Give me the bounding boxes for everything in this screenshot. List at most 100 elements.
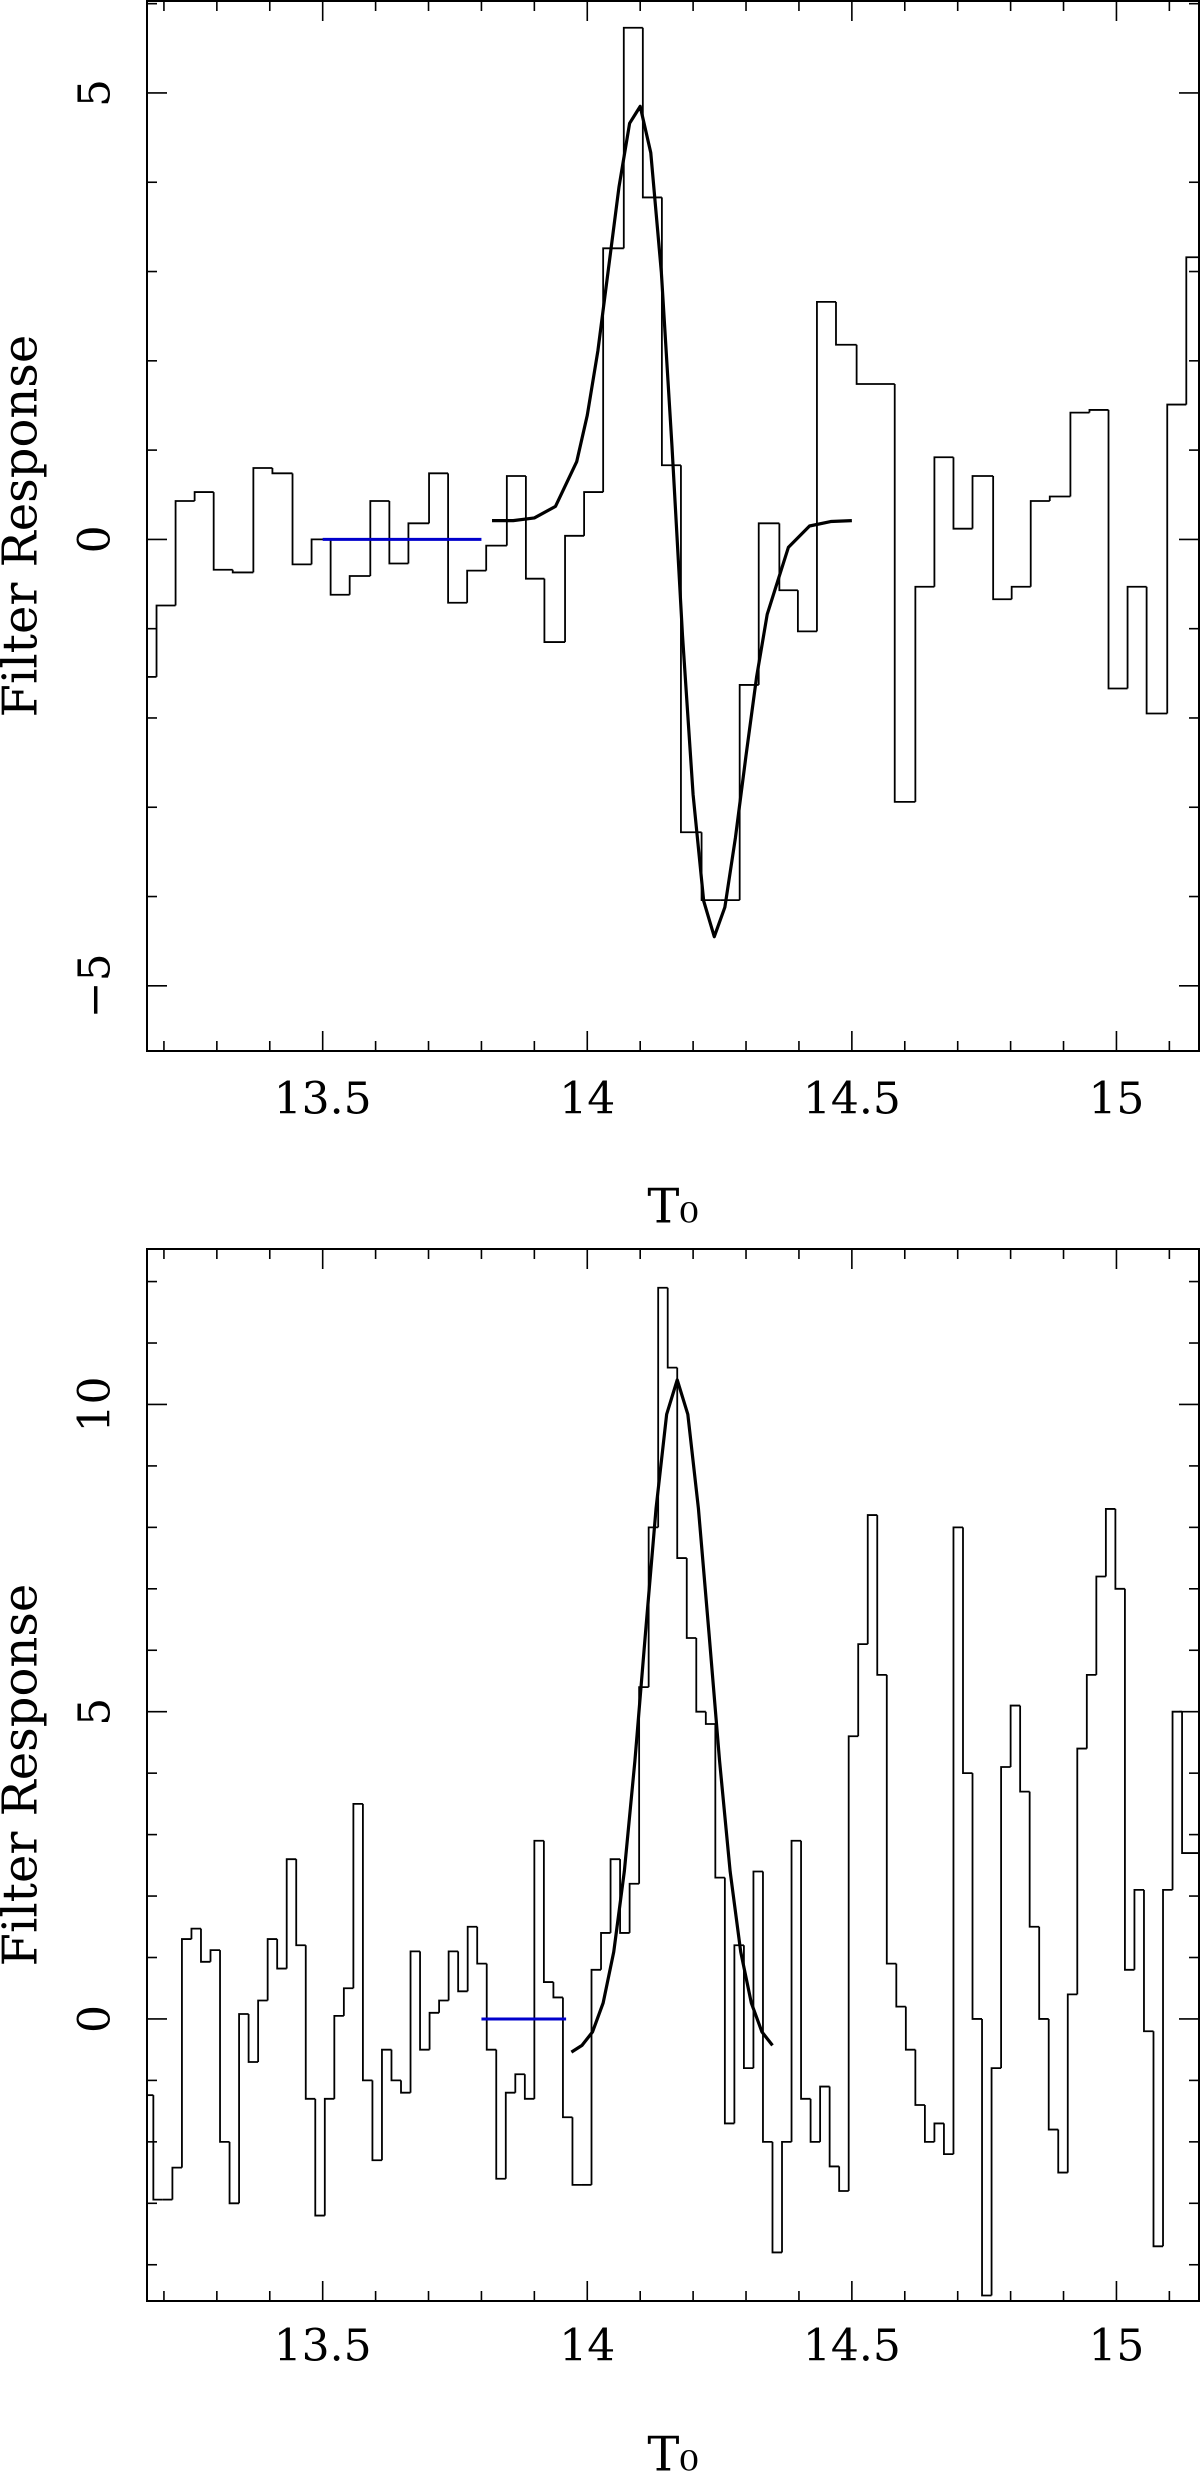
step-segment xyxy=(369,500,390,576)
step-segment xyxy=(524,476,545,580)
step-segment xyxy=(657,1286,668,1528)
y-tick-label: 0 xyxy=(70,2005,121,2033)
step-segment xyxy=(828,2086,840,2168)
step-segment xyxy=(855,344,895,385)
step-segment xyxy=(348,575,371,595)
step-segment xyxy=(447,473,468,604)
step-segment xyxy=(228,2141,240,2205)
step-segment xyxy=(1029,500,1050,587)
step-segment xyxy=(181,1938,192,2168)
panel: 13.5 14 14.5 15 0 5 10 T₀ Filter Response xyxy=(0,1248,1200,2483)
step-segment xyxy=(533,1839,544,2099)
step-segment xyxy=(505,475,526,546)
step-segment xyxy=(990,2067,1002,2296)
step-segment xyxy=(485,544,507,571)
step-segment xyxy=(323,2097,335,2216)
y-tick-label: 10 xyxy=(70,1376,121,1432)
plot-area xyxy=(147,1286,1199,2297)
step-segment xyxy=(866,1514,878,1645)
panel: 13.5 14 14.5 15 −5 0 5 T₀ Filter Response xyxy=(0,0,1200,1235)
step-segment xyxy=(778,523,798,592)
step-segment xyxy=(1038,1926,1049,2020)
step-segment xyxy=(1152,2031,1164,2248)
step-segment xyxy=(257,1999,268,2062)
step-segment xyxy=(193,491,214,501)
step-segment xyxy=(666,1287,678,1369)
x-tick-label: 13.5 xyxy=(274,1074,372,1125)
step-segment xyxy=(190,1927,201,1940)
step-segment xyxy=(466,1925,478,1992)
axes-frame xyxy=(146,1248,1200,2302)
step-segment xyxy=(400,2080,411,2094)
step-segment xyxy=(704,1711,716,1725)
step-segment xyxy=(714,1724,725,1879)
step-segment xyxy=(904,2006,916,2051)
step-segment xyxy=(1145,586,1168,715)
step-segment xyxy=(523,2074,535,2100)
y-tick-label: −5 xyxy=(70,953,121,1018)
step-segment xyxy=(362,1803,373,2082)
step-segment xyxy=(381,2048,392,2161)
x-tick-label: 14 xyxy=(559,2321,615,2372)
step-segment xyxy=(571,2117,582,2186)
step-segment xyxy=(466,569,487,603)
step-segment xyxy=(438,1999,449,2013)
step-segment xyxy=(1104,1508,1116,1577)
step-segment xyxy=(1162,1889,1173,2247)
step-segment xyxy=(485,1963,497,2051)
step-segment xyxy=(447,1950,459,2001)
step-segment xyxy=(342,1987,354,2016)
x-tick-label: 14 xyxy=(559,1074,615,1125)
step-segment xyxy=(1088,409,1109,413)
step-segment xyxy=(819,2085,830,2142)
step-segment xyxy=(219,1950,230,2143)
step-segment xyxy=(628,1882,640,1933)
step-segment xyxy=(933,456,954,587)
step-segment xyxy=(835,301,857,346)
x-tick-label: 14.5 xyxy=(803,2321,901,2372)
step-segment xyxy=(1185,256,1199,405)
step-segment xyxy=(781,2140,792,2253)
step-segment xyxy=(514,2073,525,2093)
step-segment xyxy=(371,2080,382,2162)
step-segment xyxy=(552,1982,563,1999)
step-segment xyxy=(952,1526,963,2155)
x-tick-label: 15 xyxy=(1088,1074,1144,1125)
step-segment xyxy=(1057,2129,1068,2174)
step-segment xyxy=(752,1870,763,2069)
step-segment xyxy=(231,569,254,574)
step-segment xyxy=(1076,1747,1087,1995)
step-segment xyxy=(428,2011,440,2050)
step-segment xyxy=(700,832,721,902)
step-segment xyxy=(733,1944,744,2124)
step-segment xyxy=(914,2049,925,2106)
step-segment xyxy=(212,492,233,571)
step-segment xyxy=(495,2049,506,2180)
step-segment xyxy=(390,2049,402,2082)
step-segment xyxy=(266,1938,278,2001)
step-segment xyxy=(409,1950,421,2093)
step-segment xyxy=(562,1997,573,2119)
step-segment xyxy=(1181,1711,1199,1854)
step-segment xyxy=(1133,1889,1144,1970)
step-segment xyxy=(1010,585,1031,600)
step-segment xyxy=(1143,1889,1154,2033)
step-segment xyxy=(285,1858,297,1969)
y-axis-label: Filter Response xyxy=(0,335,49,718)
step-segment xyxy=(1126,585,1147,689)
step-segment xyxy=(209,1949,221,1962)
step-segment xyxy=(542,1840,554,1983)
step-segment xyxy=(723,1877,735,2125)
step-segment xyxy=(1171,1710,1183,1890)
step-segment xyxy=(914,585,935,802)
step-segment xyxy=(1085,1673,1097,1749)
step-segment xyxy=(1107,409,1128,690)
step-segment xyxy=(291,473,312,566)
step-segment xyxy=(800,1840,811,2100)
step-segment xyxy=(1069,411,1090,497)
step-segment xyxy=(238,2013,249,2204)
y-axis-label: Filter Response xyxy=(0,1584,49,1967)
step-segment xyxy=(762,1871,773,2143)
step-segment xyxy=(200,1928,211,1963)
